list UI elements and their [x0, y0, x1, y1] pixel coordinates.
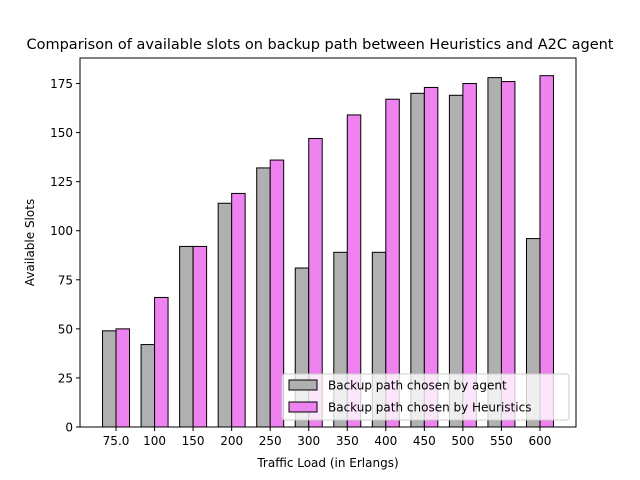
legend-label-agent: Backup path chosen by agent: [328, 379, 507, 393]
bar-agent-200: [217, 202, 233, 428]
y-tick-label: 100: [50, 224, 73, 238]
legend-frame: [281, 373, 570, 421]
chart-title: Comparison of available slots on backup …: [26, 37, 613, 53]
legend-label-heuristics: Backup path chosen by Heuristics: [328, 401, 531, 415]
bar-agent-100: [140, 344, 156, 428]
y-tick-label: 75: [58, 273, 73, 287]
x-tick-label: 75.0: [103, 434, 130, 448]
bar-heuristics-150: [192, 245, 208, 428]
y-tick-label: 25: [58, 371, 73, 385]
bars-layer: [102, 75, 554, 428]
y-tick-label: 175: [50, 77, 73, 91]
x-tick-label: 500: [451, 434, 474, 448]
bar-agent-75.0: [102, 330, 117, 428]
x-tick-label: 300: [297, 434, 320, 448]
x-tick-label: 200: [220, 434, 243, 448]
x-tick-label: 150: [182, 434, 205, 448]
y-axis-ticks: 0 25 50 75 100 125 150 175: [50, 77, 80, 435]
x-tick-label: 100: [143, 434, 166, 448]
bar-heuristics-200: [231, 192, 246, 428]
y-tick-label: 150: [50, 126, 73, 140]
y-tick-label: 50: [58, 322, 73, 336]
y-axis-title: Available Slots: [23, 199, 37, 286]
x-tick-label: 250: [259, 434, 282, 448]
x-tick-label: 600: [529, 434, 552, 448]
legend: Backup path chosen by agent Backup path …: [281, 373, 570, 421]
y-tick-label: 0: [65, 421, 73, 435]
bar-agent-150: [179, 245, 194, 428]
x-axis-ticks: 75.0 100 150 200 250 300 350 400 450 500 550 600: [103, 427, 552, 448]
legend-swatch-heuristics: [288, 401, 318, 413]
bar-heuristics-75.0: [115, 328, 131, 428]
x-tick-label: 350: [336, 434, 359, 448]
x-tick-label: 400: [374, 434, 397, 448]
y-tick-label: 125: [50, 175, 73, 189]
legend-swatch-agent: [288, 379, 318, 391]
x-tick-label: 450: [413, 434, 436, 448]
x-tick-label: 550: [490, 434, 513, 448]
x-axis-title: Traffic Load (in Erlangs): [256, 456, 398, 470]
bar-heuristics-100: [154, 296, 169, 428]
bar-agent-250: [256, 167, 271, 428]
plot-frame: [79, 57, 577, 428]
